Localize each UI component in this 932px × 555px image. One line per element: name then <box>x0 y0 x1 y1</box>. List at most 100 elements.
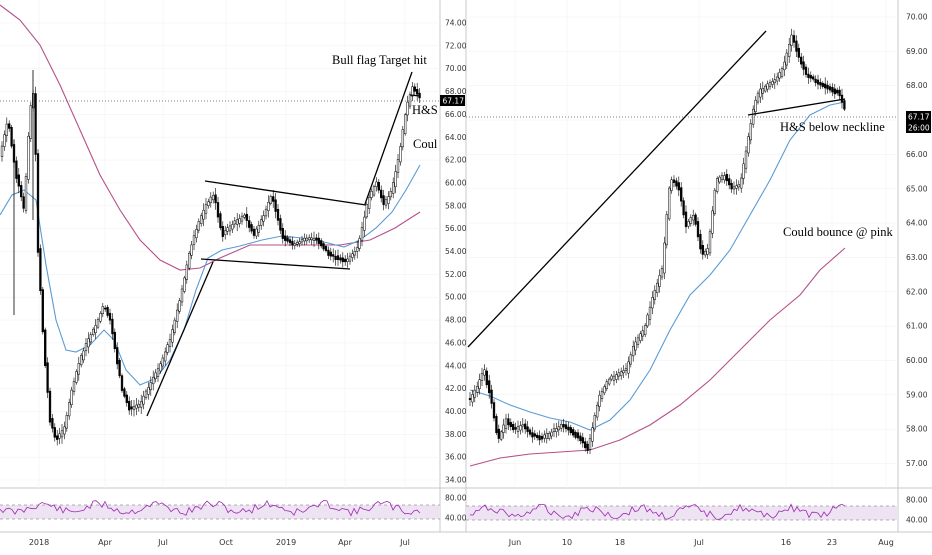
left-time-axis[interactable]: 2018 Apr Jul Oct 2019 Apr Jul <box>29 538 410 547</box>
left-drawings[interactable] <box>146 71 421 417</box>
candle <box>526 426 529 432</box>
candle <box>171 329 174 343</box>
candle <box>512 423 515 431</box>
candle <box>792 35 796 43</box>
price-tick-label: 68.00 <box>906 81 928 90</box>
candle <box>747 136 750 154</box>
left-price-axis[interactable]: 74.00 72.00 70.00 68.00 66.00 64.00 62.00 60.00… <box>445 19 467 485</box>
candle <box>394 171 397 187</box>
candle <box>84 343 88 352</box>
right-last-price-tag-bg <box>906 111 931 122</box>
price-tick-label: 72.00 <box>445 41 467 50</box>
candle <box>656 282 659 294</box>
rsi-tick-label: 80.00 <box>906 496 928 505</box>
right-time-axis[interactable]: Jun 10 18 Jul 16 23 Aug <box>508 538 894 547</box>
candle <box>260 219 263 226</box>
candle <box>108 312 112 321</box>
candle <box>202 209 205 220</box>
candle <box>58 433 61 439</box>
candle <box>488 380 491 394</box>
candle <box>646 314 649 327</box>
candle <box>538 435 541 441</box>
candle <box>135 404 138 409</box>
candle <box>286 237 289 242</box>
candle <box>584 441 587 449</box>
candle <box>816 79 820 85</box>
candle <box>106 306 109 316</box>
candle <box>300 238 304 243</box>
candle <box>531 432 534 438</box>
candle <box>713 189 716 214</box>
candle <box>833 88 836 95</box>
candle <box>336 255 340 261</box>
candle <box>480 373 484 381</box>
candle <box>838 89 841 97</box>
candle <box>375 181 378 187</box>
candle <box>276 209 280 221</box>
price-tick-label: 66.00 <box>445 110 467 119</box>
candle <box>800 56 803 65</box>
candle <box>756 92 760 103</box>
candle <box>581 437 584 444</box>
candle <box>404 114 407 135</box>
candle <box>819 82 822 86</box>
price-tick-label: 54.00 <box>445 247 467 256</box>
right-rsi-axis: 80.00 40.00 <box>906 496 928 525</box>
rsi-path <box>0 499 421 517</box>
candle <box>694 214 697 225</box>
long-trend-line[interactable] <box>467 30 767 348</box>
left-rsi-axis: 80.00 40.00 <box>445 494 467 523</box>
candle <box>519 425 522 431</box>
left-grid <box>0 0 440 488</box>
candle <box>144 390 148 398</box>
candle <box>180 288 184 303</box>
candle <box>387 196 390 204</box>
candle <box>236 219 239 225</box>
left-panel[interactable]: Bull flag Target hit H&S Coul 74.00 72.00… <box>0 0 467 547</box>
time-tick-label: Jul <box>399 538 410 547</box>
candle <box>365 204 368 218</box>
candle <box>718 176 721 183</box>
candle <box>768 82 772 88</box>
flag-lower-line[interactable] <box>200 258 351 270</box>
right-rsi-band <box>466 506 898 520</box>
candle <box>744 150 748 169</box>
candle <box>310 237 313 240</box>
candle <box>514 427 517 430</box>
ma-slow-path <box>469 247 846 467</box>
price-tick-label: 38.00 <box>445 430 467 439</box>
candle <box>502 424 505 433</box>
candle <box>87 338 90 348</box>
candle <box>168 339 172 347</box>
breakout-line[interactable] <box>364 71 413 205</box>
candle <box>272 196 275 202</box>
candle <box>612 375 616 381</box>
candle <box>195 229 198 239</box>
candle <box>680 187 683 202</box>
right-panel[interactable]: H&S below neckline Could bounce @ pink 7… <box>466 0 931 547</box>
candle <box>178 300 181 312</box>
right-neckline[interactable] <box>747 98 846 116</box>
price-tick-label: 36.00 <box>445 453 467 462</box>
candle <box>118 359 121 377</box>
candle <box>696 221 700 238</box>
right-drawings[interactable] <box>467 30 846 348</box>
candle <box>368 197 371 209</box>
candle <box>116 347 119 365</box>
candle <box>363 216 366 231</box>
candle <box>528 429 532 435</box>
flag-upper-line[interactable] <box>204 180 367 206</box>
candle <box>70 389 73 405</box>
left-neckline[interactable] <box>409 94 421 97</box>
price-tick-label: 42.00 <box>445 384 467 393</box>
candle <box>41 289 44 333</box>
candle <box>255 228 258 237</box>
candle <box>334 255 337 261</box>
uptrend-line[interactable] <box>146 261 214 417</box>
candle <box>533 433 536 437</box>
price-tick-label: 66.00 <box>906 150 928 159</box>
candle <box>5 123 8 136</box>
candle <box>48 390 52 423</box>
candle <box>634 341 637 351</box>
